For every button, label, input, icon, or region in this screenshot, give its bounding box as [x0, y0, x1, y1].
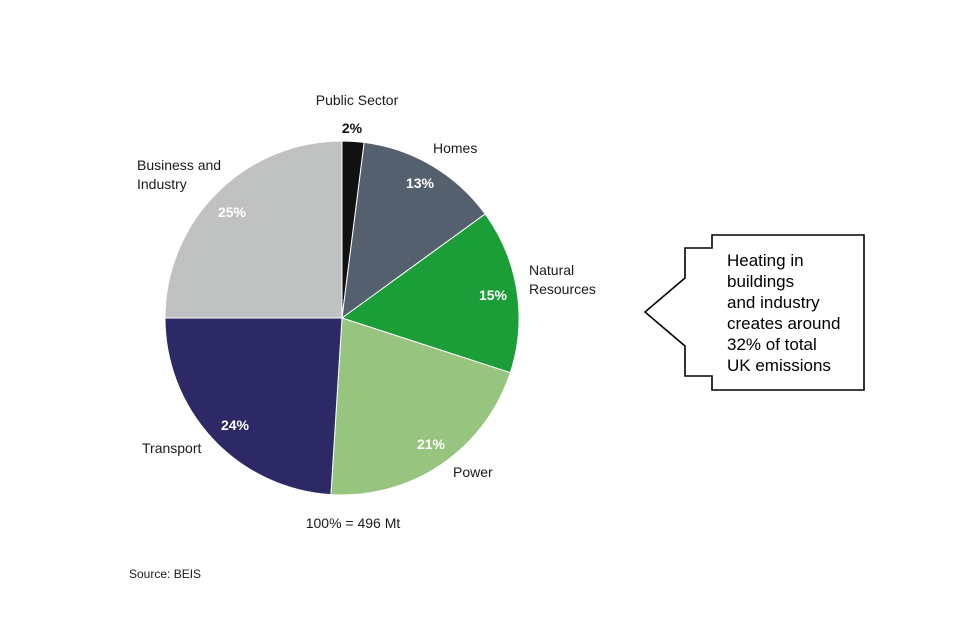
category-label-natural-resources: Natural Resources	[529, 262, 596, 297]
pct-label-public-sector: 2%	[342, 120, 363, 136]
category-label-public-sector: Public Sector	[316, 92, 399, 108]
category-label-line: Industry	[137, 176, 187, 192]
pct-label-power: 21%	[417, 436, 446, 452]
category-label-power: Power	[453, 464, 493, 480]
category-label-homes: Homes	[433, 140, 477, 156]
source-label: Source: BEIS	[129, 567, 201, 581]
category-label-line: Homes	[433, 140, 477, 156]
category-labels: Public Sector Homes Natural Resources Power T…	[137, 92, 596, 480]
callout-line: and industry	[727, 293, 820, 312]
category-label-line: Public Sector	[316, 92, 399, 108]
pie-slice-natural-resources	[340, 213, 520, 374]
category-label-transport: Transport	[142, 440, 202, 456]
pie-slice-transport	[164, 317, 343, 496]
category-label-line: Resources	[529, 281, 596, 297]
percentage-labels: 2% 13% 15% 21% 24% 25%	[218, 120, 508, 452]
category-label-line: Natural	[529, 262, 574, 278]
callout-line: creates around	[727, 314, 840, 333]
pie-slice-homes	[341, 141, 486, 320]
category-label-line: Transport	[142, 440, 202, 456]
callout-line: Heating in	[727, 251, 804, 270]
category-label-line: Power	[453, 464, 493, 480]
callout-line: UK emissions	[727, 356, 831, 375]
callout-line: 32% of total	[727, 335, 817, 354]
callout: Heating in buildings and industry creates a…	[643, 234, 865, 391]
pie-slice-business-and-industry	[164, 140, 343, 319]
pct-label-natural-resources: 15%	[479, 287, 508, 303]
pct-label-transport: 24%	[221, 417, 250, 433]
category-label-line: Business and	[137, 157, 221, 173]
pie-slice-power	[330, 317, 511, 496]
callout-arrow-shape	[643, 234, 865, 391]
total-label: 100% = 496 Mt	[306, 515, 401, 531]
pct-label-homes: 13%	[406, 175, 435, 191]
callout-line: buildings	[727, 272, 794, 291]
pct-label-business-and-industry: 25%	[218, 204, 247, 220]
pie-slices	[164, 140, 520, 496]
callout-text: Heating in buildings and industry creates a…	[727, 251, 840, 375]
category-label-business-and-industry: Business and Industry	[137, 157, 221, 192]
